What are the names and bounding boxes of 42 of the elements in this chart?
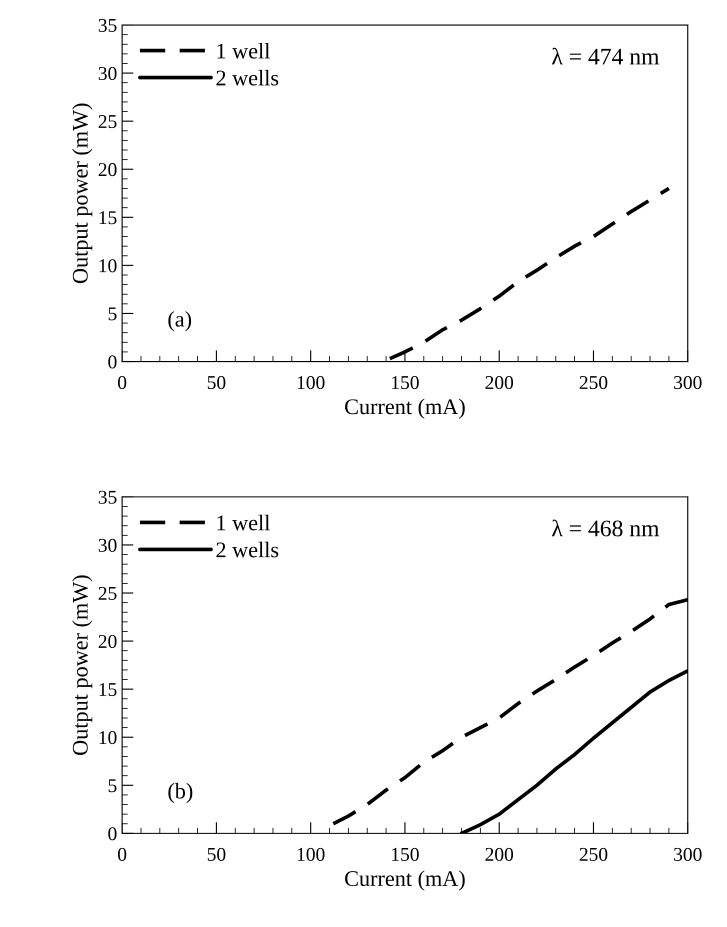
legend-label: 2 wells [216,70,278,86]
x-tick-label: 300 [674,376,702,390]
x-tick-label: 50 [208,376,226,390]
x-tick-label: 100 [298,376,325,390]
x-tick-label: 0 [118,376,126,390]
y-tick-label: 0 [108,827,117,840]
x-tick-label: 200 [485,376,514,390]
x-tick-label: 0 [118,848,126,861]
y-tick-label: 5 [108,779,117,792]
y-tick-label: 30 [98,66,117,80]
x-tick-label: 250 [580,848,608,861]
x-tick-label: 100 [298,848,325,861]
y-tick-label: 35 [98,18,117,32]
annotation: λ = 468 nm [552,520,660,536]
y-tick-label: 5 [108,307,117,320]
y-tick-label: 20 [98,163,117,176]
y-tick-label: 20 [98,634,117,648]
legend-label: 1 well [217,42,270,59]
x-axis-title: Current (mA) [345,870,465,891]
x-axis-title: Current (mA) [345,398,465,419]
y-tick-label: 10 [100,731,117,744]
y-tick-label: 30 [98,538,117,552]
x-tick-label: 50 [208,848,226,861]
legend-label: 2 wells [216,542,278,558]
x-tick-label: 250 [580,376,608,390]
y-tick-label: 25 [98,586,117,600]
x-tick-label: 150 [392,848,419,861]
y-tick-label: 35 [98,490,117,504]
x-tick-label: 200 [485,848,514,861]
y-tick-label: 25 [98,115,117,128]
y-axis-title: Output power (mW) [72,104,92,284]
y-tick-label: 0 [108,355,117,368]
y-tick-label: 15 [100,211,117,224]
legend-label: 1 well [217,514,270,530]
annotation: (a) [168,311,192,332]
annotation: λ = 474 nm [552,48,660,64]
x-tick-label: 150 [392,376,419,390]
x-tick-label: 300 [674,848,702,861]
y-tick-label: 10 [100,259,117,272]
y-tick-label: 15 [100,683,117,696]
y-axis-title: Output power (mW) [72,575,92,755]
annotation: (b) [168,782,192,804]
